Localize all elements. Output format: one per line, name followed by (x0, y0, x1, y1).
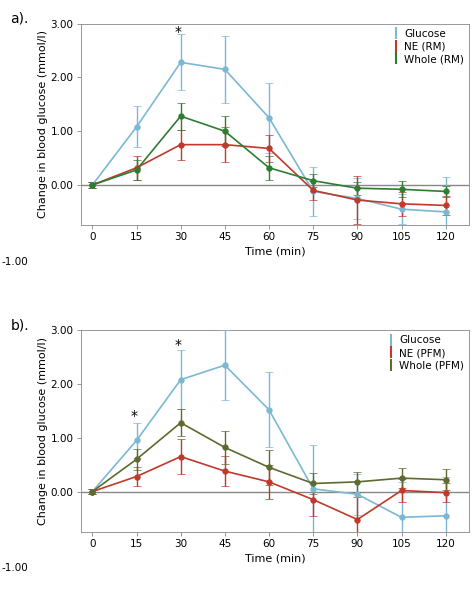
Text: -1.00: -1.00 (1, 256, 28, 267)
Y-axis label: Change in blood glucose (mmol/l): Change in blood glucose (mmol/l) (38, 337, 48, 525)
Text: *: * (174, 25, 181, 38)
Text: *: * (174, 337, 181, 352)
X-axis label: Time (min): Time (min) (245, 553, 305, 563)
Legend: Glucose, NE (PFM), Whole (PFM): Glucose, NE (PFM), Whole (PFM) (383, 331, 468, 375)
Text: *: * (130, 409, 137, 423)
Legend: Glucose, NE (RM), Whole (RM): Glucose, NE (RM), Whole (RM) (388, 25, 468, 68)
Y-axis label: Change in blood glucose (mmol/l): Change in blood glucose (mmol/l) (38, 31, 48, 219)
X-axis label: Time (min): Time (min) (245, 246, 305, 256)
Text: a).: a). (10, 12, 29, 25)
Text: b).: b). (10, 318, 29, 332)
Text: -1.00: -1.00 (1, 563, 28, 573)
